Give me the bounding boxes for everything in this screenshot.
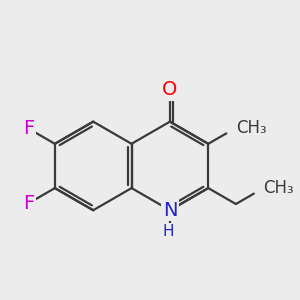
Text: F: F [23,194,34,213]
Text: O: O [162,80,178,99]
Text: N: N [163,201,177,220]
Text: H: H [162,224,174,239]
Text: CH₃: CH₃ [236,119,266,137]
Text: CH₃: CH₃ [263,179,294,197]
Text: F: F [23,119,34,138]
